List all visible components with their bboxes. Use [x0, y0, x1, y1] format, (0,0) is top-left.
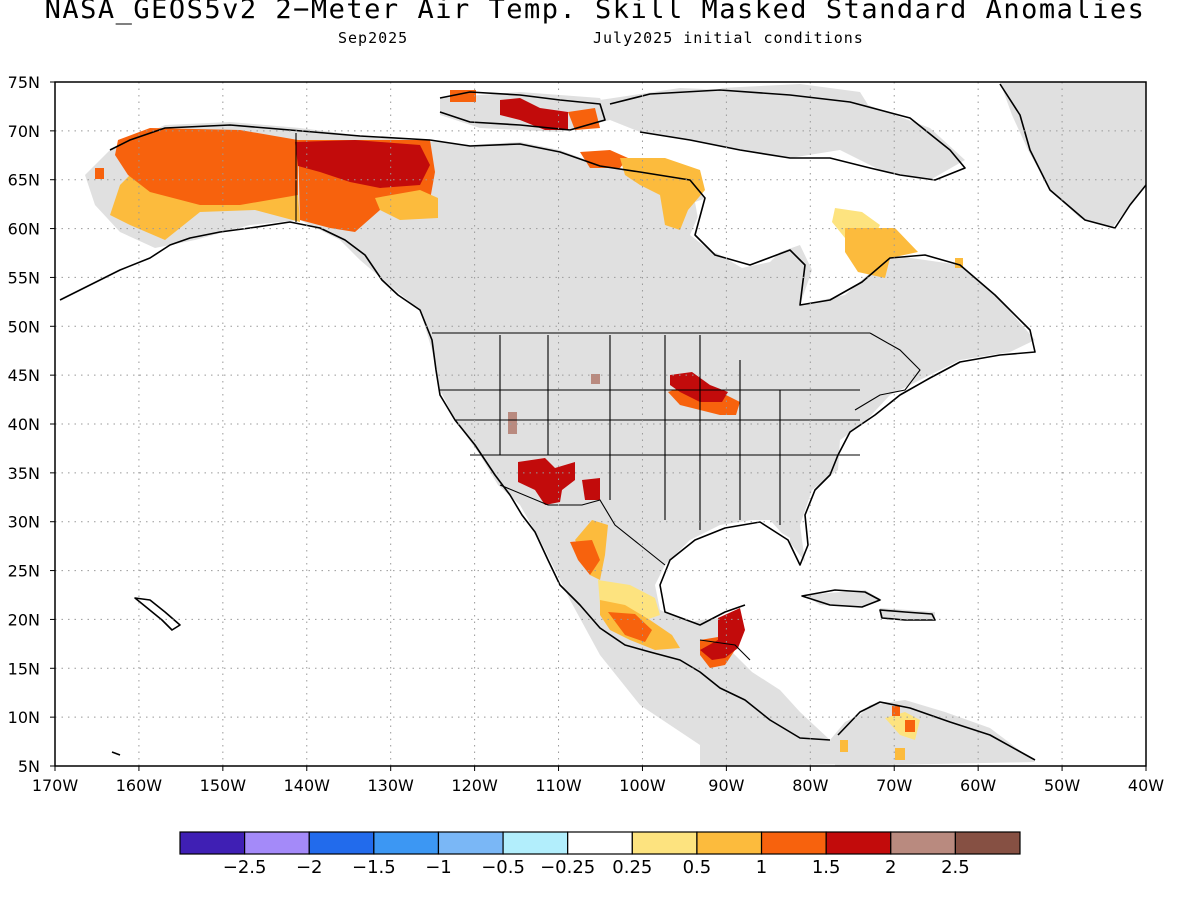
- lon-label: 110W: [535, 776, 582, 795]
- colorbar: −2.5 −2 −1.5 −1 −0.5 −0.25 0.25 0.5 1 1.5 2 2.5: [179, 831, 1021, 878]
- colorbar-label: 2: [885, 857, 896, 878]
- lon-label: 70W: [876, 776, 912, 795]
- lat-label: 50N: [8, 317, 40, 336]
- colorbar-label: 0.5: [683, 857, 712, 878]
- lon-label: 100W: [619, 776, 666, 795]
- colorbar-swatch: [308, 831, 375, 855]
- political-borders: [295, 133, 921, 661]
- colorbar-swatch: [373, 831, 440, 855]
- lat-label: 70N: [8, 122, 40, 141]
- lon-label: 160W: [116, 776, 163, 795]
- colorbar-swatch: [567, 831, 633, 855]
- lat-label: 15N: [8, 659, 40, 678]
- lon-label: 50W: [1044, 776, 1080, 795]
- colorbar-swatch: [502, 831, 569, 855]
- colorbar-label: −2.5: [223, 857, 267, 878]
- lat-label: 35N: [8, 464, 40, 483]
- lat-label: 30N: [8, 513, 40, 532]
- lon-label: 170W: [32, 776, 79, 795]
- anomaly-patches: [95, 90, 963, 760]
- lon-label: 140W: [284, 776, 331, 795]
- lat-label: 40N: [8, 415, 40, 434]
- colorbar-swatch: [244, 831, 310, 855]
- axis-labels: 5N 10N 15N 20N 25N 30N 35N 40N 45N 50N 55N 60N 65N 70…: [8, 73, 1165, 795]
- lon-label: 120W: [451, 776, 498, 795]
- lon-label: 60W: [960, 776, 996, 795]
- colorbar-label: 0.25: [612, 857, 652, 878]
- colorbar-swatch: [631, 831, 698, 855]
- lat-label: 75N: [8, 73, 40, 92]
- colorbar-swatch: [825, 831, 892, 855]
- lat-label: 5N: [18, 757, 40, 776]
- lon-label: 40W: [1128, 776, 1164, 795]
- lat-label: 60N: [8, 220, 40, 239]
- lat-label: 45N: [8, 366, 40, 385]
- colorbar-swatch: [696, 831, 763, 855]
- lat-label: 25N: [8, 562, 40, 581]
- colorbar-label: −1.5: [352, 857, 396, 878]
- colorbar-swatch: [760, 831, 827, 855]
- lat-label: 20N: [8, 610, 40, 629]
- chart-title: NASA_GEOS5v2 2−Meter Air Temp. Skill Mas…: [44, 0, 1146, 25]
- colorbar-swatch: [954, 831, 1021, 855]
- colorbar-label: −0.5: [481, 857, 525, 878]
- lat-label: 10N: [8, 708, 40, 727]
- lon-label: 90W: [708, 776, 744, 795]
- colorbar-label: 1: [756, 857, 767, 878]
- colorbar-label: −1: [425, 857, 452, 878]
- lon-label: 130W: [368, 776, 415, 795]
- colorbar-label: 1.5: [812, 857, 841, 878]
- lat-label: 55N: [8, 268, 40, 287]
- lat-label: 65N: [8, 171, 40, 190]
- colorbar-label: 2.5: [941, 857, 970, 878]
- lon-label: 80W: [792, 776, 828, 795]
- colorbar-swatch: [890, 831, 956, 855]
- lon-label: 150W: [200, 776, 247, 795]
- colorbar-swatch: [437, 831, 504, 855]
- colorbar-label: −2: [296, 857, 323, 878]
- initial-conditions: July2025 initial conditions: [593, 29, 864, 47]
- colorbar-swatch: [179, 831, 246, 855]
- forecast-month: Sep2025: [338, 29, 409, 47]
- colorbar-label: −0.25: [540, 857, 595, 878]
